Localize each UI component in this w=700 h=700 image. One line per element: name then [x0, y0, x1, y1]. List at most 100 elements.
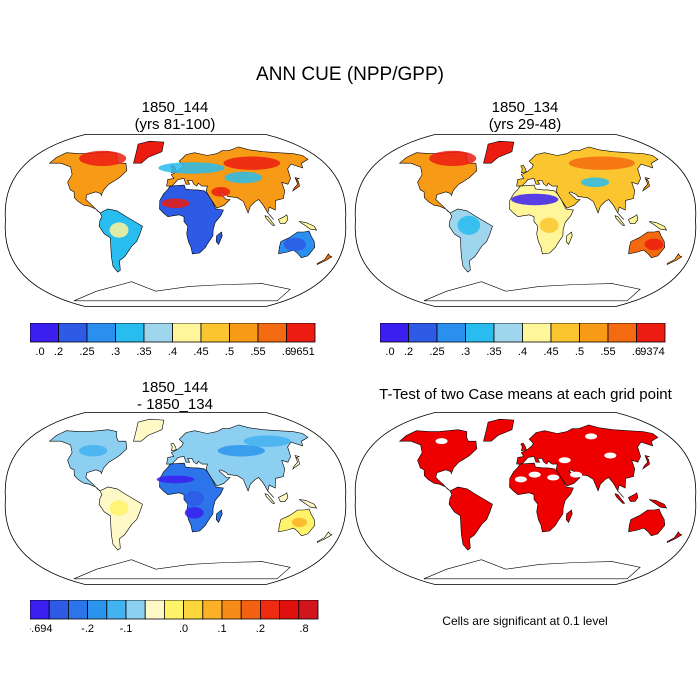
colorbar-label: .2 — [404, 346, 413, 358]
land-antarctica — [423, 281, 641, 302]
map-border — [354, 412, 697, 585]
significance-note: Cells are significant at 0.1 level — [442, 614, 608, 628]
land-japan — [292, 177, 301, 192]
land-madagascar — [565, 509, 573, 523]
non-significant-patch — [435, 438, 448, 445]
map-panel-2 — [354, 134, 697, 307]
colorbar-box — [240, 600, 261, 620]
main-title: ANN CUE (NPP/GPP) — [256, 64, 444, 85]
colorbar-box — [286, 323, 316, 343]
colorbar-box — [87, 600, 108, 620]
land-new-zealand — [316, 531, 333, 543]
colorbar-box — [298, 600, 319, 620]
value-patch — [217, 444, 265, 457]
map-land-layer — [398, 418, 683, 580]
colorbar-box — [163, 600, 184, 620]
land-greenland — [133, 140, 165, 164]
value-patch — [158, 162, 225, 174]
land-north-america — [48, 429, 128, 492]
land-new-zealand — [666, 531, 683, 543]
colorbar-panel-2: .0 .2 .25 .3 .35 .4 .45 .5 .55 .6.9374 — [380, 323, 666, 358]
colorbar-label: .2 — [54, 346, 63, 358]
land-new-guinea — [649, 499, 668, 509]
land-south-america — [448, 486, 493, 551]
colorbar-box — [380, 323, 409, 343]
colorbar-box — [279, 600, 300, 620]
land-australia — [628, 508, 666, 537]
map-panel-3 — [4, 412, 347, 585]
land-new-guinea — [299, 499, 318, 509]
colorbar-box — [229, 323, 259, 343]
land-uk — [170, 442, 177, 452]
land-north-america — [398, 429, 478, 492]
colorbar-box — [48, 600, 69, 620]
land-madagascar — [215, 509, 223, 523]
land-borneo — [277, 492, 289, 502]
colorbar-label: .25 — [79, 346, 94, 358]
panel-1-title: 1850_144 — [141, 99, 209, 116]
land-sumatra — [264, 215, 276, 226]
colorbar-label: .1 — [217, 623, 226, 635]
land-madagascar — [565, 231, 573, 245]
colorbar-box — [144, 600, 165, 620]
panel-2-subtitle: (yrs 29-48) — [488, 116, 562, 133]
value-patch — [224, 171, 263, 184]
land-new-guinea — [649, 221, 668, 231]
value-patch — [79, 444, 108, 457]
value-patch — [211, 187, 231, 197]
non-significant-patch — [547, 474, 560, 481]
panel-3-title: 1850_144 — [141, 379, 209, 396]
land-sumatra — [614, 215, 626, 226]
map-land-layer — [398, 140, 683, 302]
colorbar-label: -.694 — [30, 623, 53, 635]
colorbar-label: -.2 — [81, 623, 94, 635]
map-panel-1 — [4, 134, 347, 307]
colorbar-label: .0 — [179, 623, 188, 635]
colorbar-label: .45 — [543, 346, 558, 358]
value-patch — [539, 217, 559, 233]
colorbar-box — [579, 323, 609, 343]
land-borneo — [627, 214, 639, 224]
non-significant-patch — [528, 471, 541, 478]
colorbar-box — [465, 323, 495, 343]
colorbar-box — [493, 323, 523, 343]
colorbar-label: .55 — [250, 346, 265, 358]
colorbar-box — [68, 600, 89, 620]
colorbar-box — [183, 600, 204, 620]
land-japan — [642, 455, 651, 470]
colorbar-box — [143, 323, 173, 343]
map-land-layer — [48, 140, 333, 302]
colorbar-label: .4 — [168, 346, 177, 358]
value-patch — [156, 475, 195, 484]
colorbar-box — [106, 600, 127, 620]
map-border — [4, 412, 347, 585]
value-patch — [283, 237, 307, 252]
colorbar-label: .55 — [600, 346, 615, 358]
colorbar-label: .0 — [35, 346, 44, 358]
colorbar-box — [522, 323, 552, 343]
colorbar-box — [550, 323, 580, 343]
value-patch — [184, 507, 204, 519]
colorbar-label: .5 — [575, 346, 584, 358]
colorbar-panel-3: -.694 -.2 -.1 .0 .1 .2 .8 — [30, 600, 319, 635]
value-patch — [109, 500, 129, 516]
colorbar-box — [436, 323, 466, 343]
value-patch — [644, 238, 664, 251]
land-borneo — [277, 214, 289, 224]
colorbar-label: .45 — [193, 346, 208, 358]
colorbar-box — [636, 323, 666, 343]
non-significant-patch — [558, 457, 571, 464]
colorbar-label: -.1 — [120, 623, 133, 635]
panel-1-subtitle: (yrs 81-100) — [134, 116, 216, 133]
value-patch — [291, 517, 307, 528]
colorbar-label: .5 — [225, 346, 234, 358]
colorbar-label: .25 — [429, 346, 444, 358]
value-patch — [109, 222, 129, 238]
map-border — [4, 134, 347, 307]
land-sumatra — [614, 493, 626, 504]
land-japan — [292, 455, 301, 470]
land-uk — [520, 442, 527, 452]
value-patch — [79, 150, 127, 167]
land-antarctica — [73, 281, 291, 302]
colorbar-box — [30, 600, 50, 620]
